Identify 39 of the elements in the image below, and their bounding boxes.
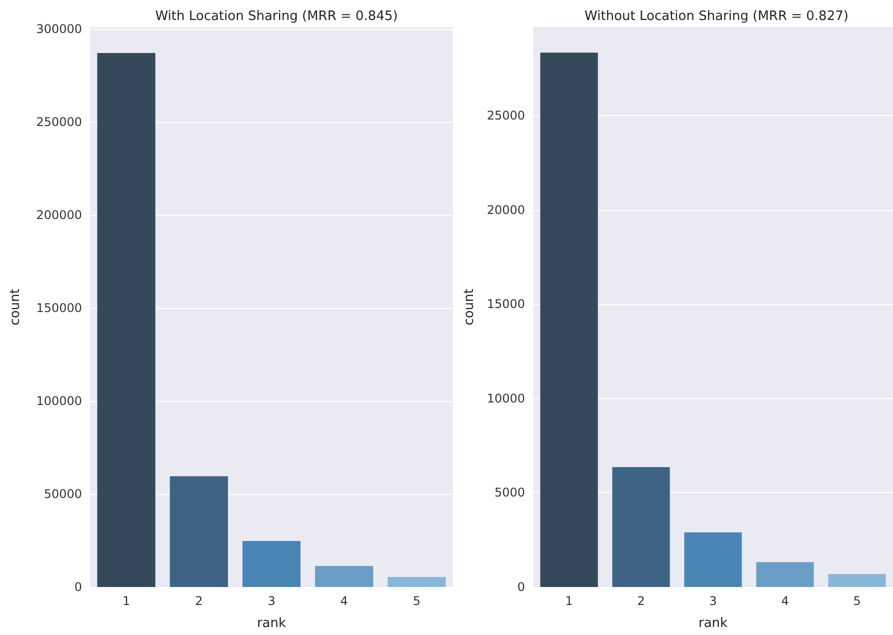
chart-title: Without Location Sharing (MRR = 0.827) (584, 9, 848, 24)
x-tick-label: 3 (268, 594, 276, 608)
y-tick-label: 10000 (486, 391, 526, 406)
x-tick-label: 1 (122, 594, 130, 608)
x-tick-label: 4 (781, 594, 789, 608)
y-tick-label: 50000 (44, 486, 82, 501)
x-tick-label: 2 (195, 594, 203, 608)
bar (828, 574, 886, 587)
bar (756, 562, 814, 587)
y-tick-label: 200000 (36, 208, 82, 222)
bar (388, 576, 446, 587)
bar (97, 53, 156, 587)
bar (170, 476, 228, 587)
bar (684, 532, 742, 587)
y-tick-label: 15000 (486, 297, 526, 312)
x-axis-title: rank (698, 616, 728, 631)
x-tick-label: 5 (853, 594, 861, 608)
y-axis-title: count (462, 288, 477, 326)
y-tick-label: 150000 (36, 300, 82, 315)
x-tick-label: 3 (709, 594, 717, 608)
bar (540, 52, 598, 587)
y-tick-label: 5000 (494, 486, 526, 500)
y-tick-label: 250000 (36, 114, 82, 129)
bar (315, 566, 374, 587)
y-axis-title: count (8, 288, 23, 326)
x-axis-title: rank (256, 616, 287, 631)
x-tick-label: 4 (340, 594, 348, 608)
y-tick-label: 20000 (486, 202, 526, 217)
x-tick-label: 5 (412, 594, 421, 608)
y-tick-label: 100000 (36, 394, 82, 408)
x-tick-label: 2 (637, 594, 645, 608)
y-tick-label: 300000 (36, 22, 82, 36)
y-tick-label: 0 (74, 580, 82, 594)
x-tick-label: 1 (565, 594, 573, 608)
bar (612, 467, 670, 587)
chart-title: With Location Sharing (MRR = 0.845) (155, 9, 398, 24)
y-tick-label: 25000 (486, 108, 526, 123)
bar (242, 541, 301, 587)
y-tick-label: 0 (517, 580, 526, 594)
